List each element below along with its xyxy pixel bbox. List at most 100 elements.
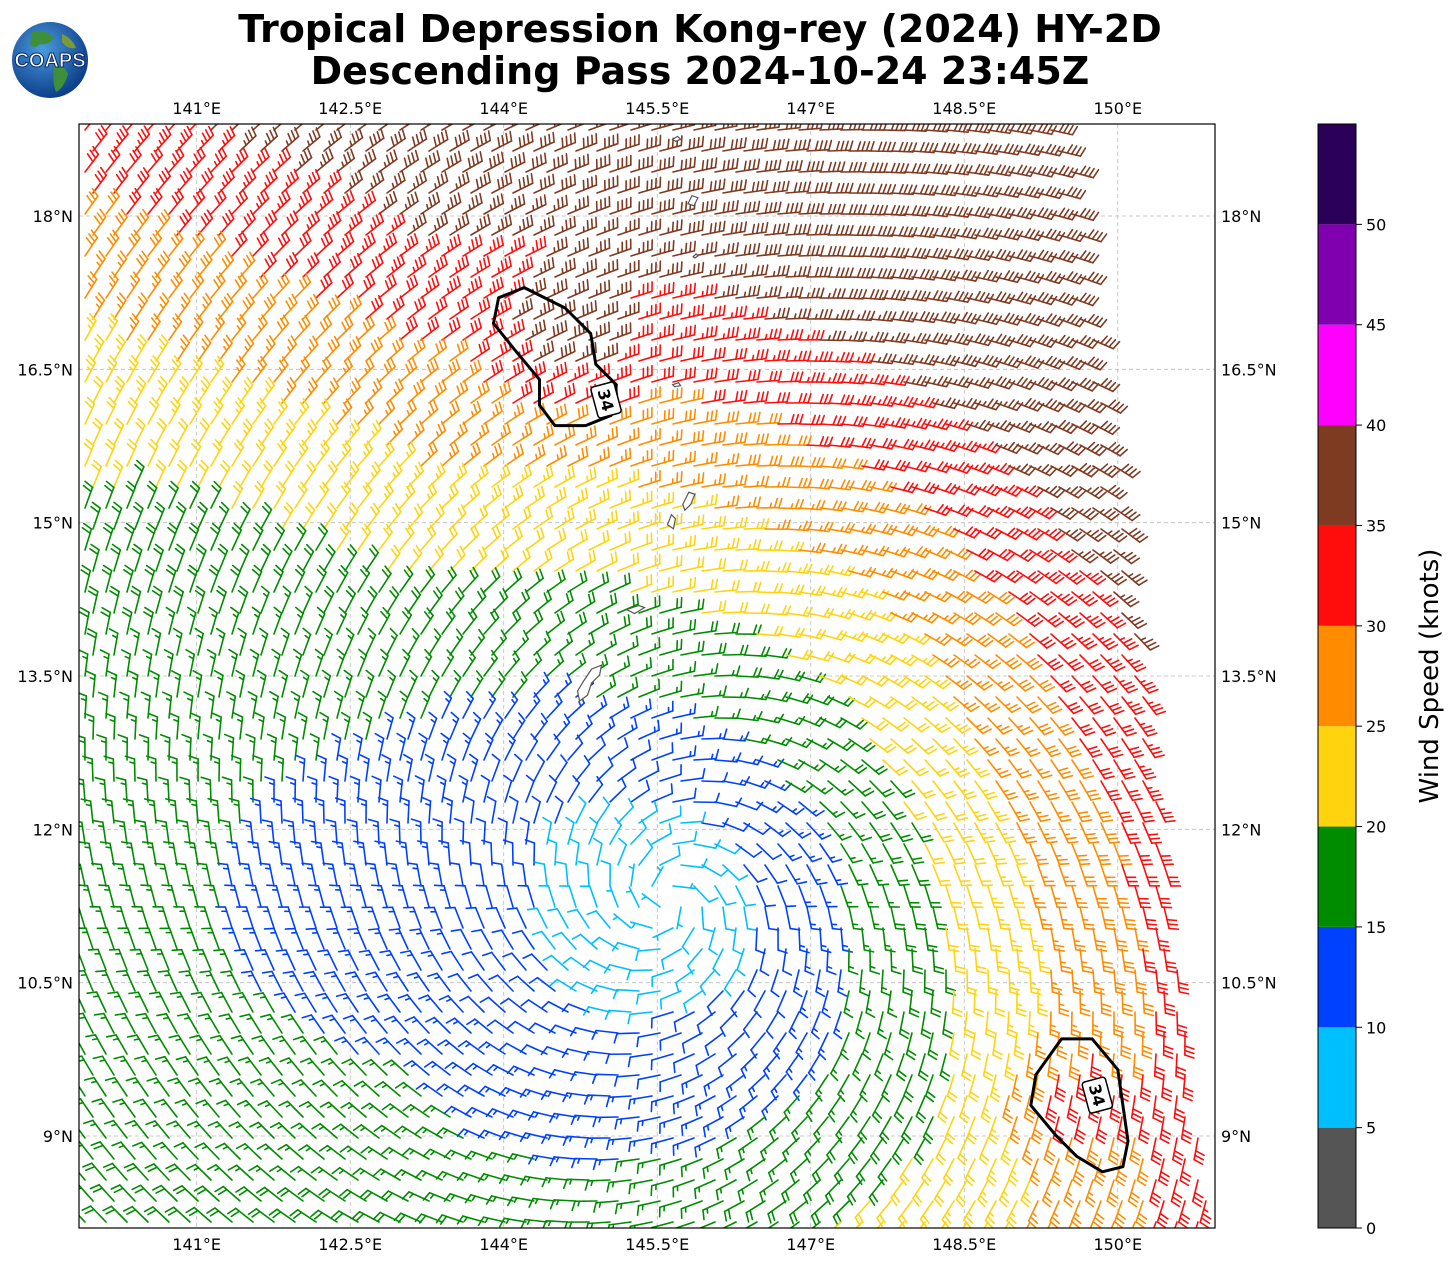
- wind-barb: [504, 360, 525, 383]
- wind-barb: [694, 1095, 716, 1117]
- wind-barb: [861, 759, 888, 775]
- wind-barb: [331, 840, 346, 866]
- wind-barb: [561, 1048, 590, 1058]
- wind-barb: [276, 1187, 304, 1202]
- wind-barb: [1058, 228, 1087, 243]
- wind-barb: [399, 233, 419, 257]
- wind-barb: [277, 906, 296, 929]
- wind-barb: [259, 862, 275, 887]
- wind-barb: [498, 1042, 527, 1055]
- wind-barb: [890, 226, 918, 238]
- wind-barb: [541, 1177, 569, 1188]
- wind-barb: [449, 129, 470, 152]
- wind-barb: [113, 166, 129, 194]
- wind-barb: [1095, 1116, 1108, 1145]
- wind-barb: [525, 194, 547, 215]
- wind-barb: [903, 1074, 914, 1103]
- wind-barb: [659, 471, 683, 488]
- wind-barb: [570, 1114, 598, 1126]
- wind-barb: [462, 649, 477, 677]
- wind-barb: [735, 124, 759, 131]
- wind-barb: [554, 590, 574, 614]
- wind-barb: [945, 590, 974, 604]
- wind-barb: [231, 230, 248, 257]
- wind-barb: [840, 161, 867, 173]
- wind-barb: [1007, 1158, 1019, 1187]
- wind-barb: [176, 376, 190, 404]
- wind-barb: [185, 1206, 212, 1223]
- wind-barb: [617, 552, 640, 572]
- wind-barb: [519, 1132, 548, 1142]
- wind-barb: [336, 440, 352, 467]
- wind-barb: [629, 1221, 653, 1228]
- wind-barb: [483, 525, 502, 551]
- wind-barb: [1071, 759, 1095, 780]
- wind-barb: [462, 566, 479, 593]
- wind-barb: [945, 205, 973, 218]
- wind-barb: [756, 669, 784, 680]
- wind-barb: [189, 480, 201, 509]
- wind-barb: [252, 397, 267, 425]
- wind-barb: [527, 1022, 556, 1034]
- wind-barb: [1092, 843, 1112, 866]
- wind-barb: [995, 143, 1023, 156]
- wind-barb: [614, 1074, 640, 1087]
- wind-barb: [756, 540, 783, 551]
- wind-barb: [798, 885, 817, 908]
- wind-barb: [869, 183, 897, 195]
- wind-barb: [955, 1179, 968, 1208]
- wind-barb: [323, 585, 335, 614]
- wind-barb: [1092, 377, 1121, 393]
- wind-barb: [1037, 906, 1054, 931]
- wind-barb: [617, 717, 638, 740]
- wind-barb: [865, 990, 876, 1018]
- wind-barb: [675, 969, 695, 993]
- wind-barb: [1089, 1053, 1102, 1081]
- wind-barb: [1121, 864, 1140, 887]
- wind-barb: [323, 502, 337, 530]
- wind-barb: [672, 1095, 695, 1115]
- wind-barb: [273, 606, 283, 635]
- wind-barb: [1079, 271, 1108, 286]
- wind-barb: [520, 1175, 548, 1186]
- wind-barb: [502, 839, 514, 866]
- wind-barb: [1029, 801, 1051, 822]
- wind-barb: [512, 381, 533, 404]
- wind-barb: [609, 696, 630, 719]
- wind-barb: [735, 454, 761, 467]
- wind-barb: [337, 949, 359, 971]
- wind-barb: [252, 147, 270, 173]
- wind-barb: [433, 884, 451, 908]
- wind-barb: [470, 463, 489, 488]
- wind-barb: [235, 1143, 262, 1160]
- wind-barb: [743, 518, 770, 530]
- wind-barb: [428, 545, 444, 572]
- wind-barb: [680, 1116, 703, 1136]
- wind-barb: [987, 759, 1012, 779]
- wind-barb: [546, 445, 567, 467]
- wind-barb: [935, 1137, 947, 1166]
- wind-barb: [336, 523, 350, 551]
- wind-barb: [252, 439, 266, 467]
- wind-barb: [273, 189, 291, 215]
- wind-barb: [798, 287, 825, 299]
- wind-barb: [743, 179, 769, 194]
- wind-barb: [743, 306, 769, 320]
- wind-barb: [1050, 1158, 1062, 1187]
- wind-barb: [159, 927, 178, 950]
- colorbar-tick-label: 0: [1366, 1219, 1376, 1238]
- wind-barb: [1184, 1032, 1195, 1059]
- wind-barb: [1100, 696, 1125, 715]
- wind-barb: [1043, 1137, 1056, 1166]
- wind-barb: [944, 1116, 956, 1145]
- wind-barb: [1071, 843, 1091, 866]
- wind-barb: [974, 185, 1002, 198]
- wind-barb: [562, 1178, 590, 1190]
- wind-barb: [723, 1200, 745, 1222]
- wind-barb: [155, 459, 167, 488]
- wind-barb: [974, 612, 1002, 626]
- wind-barb: [214, 1185, 241, 1202]
- wind-barb: [184, 841, 199, 866]
- wind-barb: [323, 544, 336, 572]
- wind-barb: [315, 189, 334, 215]
